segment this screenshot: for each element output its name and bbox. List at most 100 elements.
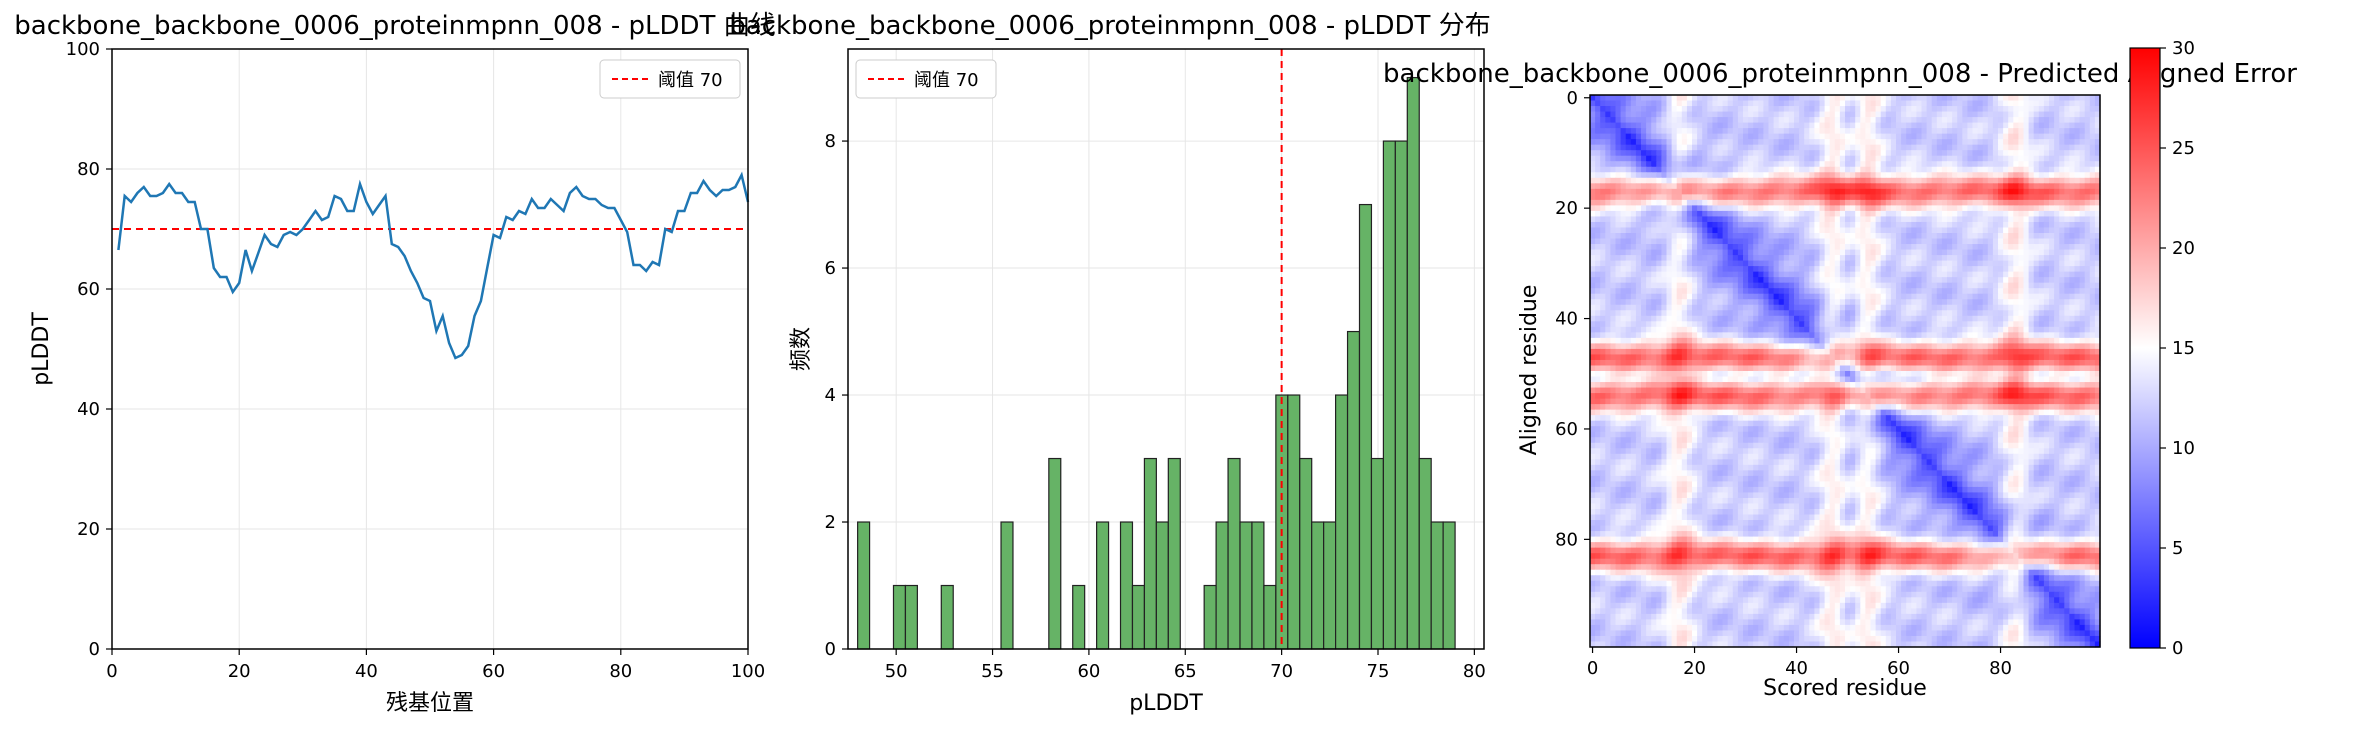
pae-cell [1610, 249, 1617, 256]
pae-cell [1911, 288, 1917, 295]
pae-cell [2094, 133, 2101, 140]
pae-cell [1605, 205, 1611, 212]
pae-cell [1977, 199, 1984, 206]
pae-cell [2069, 106, 2076, 113]
pae-cell [1758, 227, 1764, 234]
pae-cell [1646, 249, 1652, 256]
pae-cell [1702, 337, 1708, 344]
pae-cell [1850, 166, 1856, 173]
pae-cell [1875, 111, 1882, 118]
pae-cell [1911, 111, 1917, 118]
pae-cell [1860, 332, 1866, 339]
pae-cell [1712, 304, 1719, 311]
pae-cell [1962, 249, 1968, 256]
pae-cell [1778, 288, 1785, 295]
pae-cell [1600, 288, 1606, 295]
pae-cell [1977, 150, 1984, 157]
pae-cell [1656, 238, 1662, 245]
pae-cell [1987, 321, 1994, 328]
pae-cell [1896, 255, 1902, 262]
pae-cell [1819, 221, 1826, 229]
pae-cell [1641, 106, 1647, 113]
pae-cell [1732, 233, 1739, 240]
pae-cell [1783, 315, 1790, 322]
pae-cell [1610, 359, 1617, 367]
pae-cell [1947, 238, 1953, 245]
pae-cell [2069, 315, 2076, 322]
pae-cell [1860, 310, 1866, 317]
pae-cell [1768, 166, 1775, 173]
pae-cell [1697, 282, 1703, 289]
pae-cell [1722, 216, 1729, 223]
pae-cell [2074, 139, 2081, 146]
pae-cell [1702, 194, 1708, 201]
pae-cell [1615, 166, 1622, 173]
pae-cell [2084, 205, 2091, 212]
pae-cell [1692, 348, 1698, 356]
pae-cell [1896, 128, 1902, 135]
pae-cell [1952, 304, 1958, 311]
pae-cell [1906, 155, 1912, 162]
pae-cell [1727, 199, 1734, 206]
pae-cell [1676, 304, 1683, 311]
pae-cell [1875, 210, 1882, 218]
pae-cell [2008, 100, 2014, 107]
pae-cell [1855, 359, 1861, 367]
pae-cell [1661, 260, 1668, 267]
pae-cell [1707, 354, 1713, 361]
pae-cell [1600, 210, 1606, 218]
pae-cell [1936, 221, 1943, 229]
pae-cell [1952, 117, 1958, 124]
pae-cell [2043, 332, 2050, 339]
pae-cell [1947, 216, 1953, 223]
pae-cell [1595, 299, 1601, 306]
pae-cell [1610, 238, 1617, 245]
pae-cell [1804, 293, 1810, 300]
pae-cell [1926, 172, 1933, 179]
pae-cell [1778, 271, 1785, 278]
pae-cell [2074, 221, 2081, 229]
pae-cell [1824, 210, 1831, 218]
pae-cell [1794, 299, 1800, 306]
pae-cell [1814, 199, 1821, 206]
pae-cell [2038, 111, 2045, 118]
pae-cell [1732, 199, 1739, 206]
pae-cell [1712, 188, 1719, 195]
pae-cell [2033, 343, 2040, 350]
pae-cell [1896, 310, 1902, 317]
pae-cell [1737, 255, 1744, 262]
pae-cell [1773, 205, 1780, 212]
pae-cell [1676, 122, 1683, 129]
pae-cell [1916, 100, 1923, 107]
pae-cell [1610, 117, 1617, 124]
pae-cell [1952, 233, 1958, 240]
pae-cell [2074, 111, 2081, 118]
pae-cell [1702, 343, 1708, 350]
pae-cell [1952, 315, 1958, 322]
pae-cell [1702, 100, 1708, 107]
pae-cell [1896, 321, 1902, 328]
pae-cell [2043, 177, 2050, 184]
pae-cell [1778, 359, 1785, 367]
pae-cell [1824, 321, 1831, 328]
pae-cell [1926, 177, 1933, 184]
pae-cell [1595, 210, 1601, 218]
pae-cell [1605, 221, 1611, 229]
pae-cell [1926, 183, 1933, 190]
pae-cell [2074, 205, 2081, 212]
pae-cell [1646, 117, 1652, 124]
pae-cell [1783, 205, 1790, 212]
pae-cell [1666, 205, 1673, 212]
pae-cell [1615, 260, 1622, 267]
pae-cell [1850, 194, 1856, 201]
pae-cell [2059, 255, 2065, 262]
pae-cell [1901, 266, 1907, 273]
pae-cell [2074, 348, 2081, 356]
pae-cell [1620, 271, 1627, 278]
pae-cell [1860, 282, 1866, 289]
pae-cell [1610, 304, 1617, 311]
pae-cell [1646, 199, 1652, 206]
pae-cell [1758, 100, 1764, 107]
pae-cell [1926, 244, 1933, 251]
pae-cell [1799, 205, 1805, 212]
